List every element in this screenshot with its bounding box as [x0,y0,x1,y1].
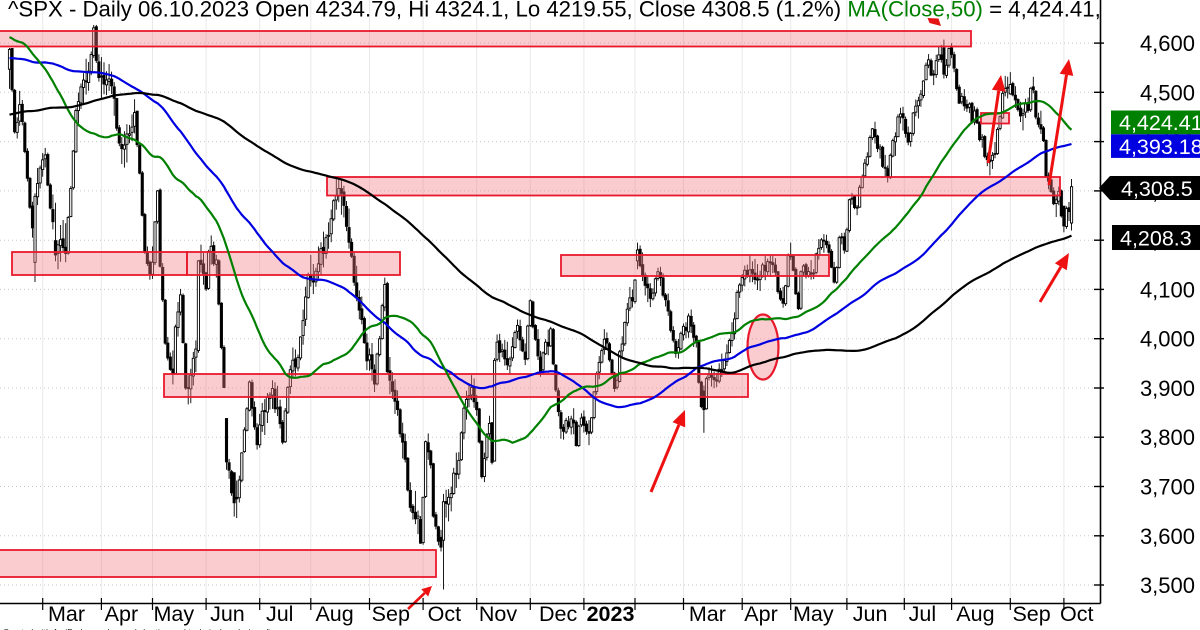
svg-text:Sep: Sep [372,602,410,626]
svg-text:4,600: 4,600 [1140,31,1195,56]
svg-text:May: May [153,602,194,626]
svg-text:4,000: 4,000 [1140,327,1195,352]
svg-text:Jun: Jun [853,602,888,626]
svg-text:May: May [793,602,834,626]
svg-text:Apr: Apr [105,602,138,626]
svg-text:Created with AmiBroker - advan: Created with AmiBroker - advanced charti… [3,627,292,630]
svg-text:Jul: Jul [266,602,293,626]
svg-text:3,800: 3,800 [1140,425,1195,450]
svg-text:^SPX - Daily 06.10.2023 Open 4: ^SPX - Daily 06.10.2023 Open 4234.79, Hi… [8,0,1101,22]
svg-text:4,393.18: 4,393.18 [1119,135,1200,159]
svg-text:Aug: Aug [956,602,994,626]
svg-text:4,308.5: 4,308.5 [1121,177,1193,201]
svg-text:4,100: 4,100 [1140,277,1195,302]
svg-text:Nov: Nov [479,602,517,626]
svg-text:Mar: Mar [689,602,726,626]
svg-text:Mar: Mar [48,602,85,626]
svg-text:4,424.41: 4,424.41 [1119,111,1200,135]
svg-text:3,900: 3,900 [1140,376,1195,401]
svg-text:Sep: Sep [1012,602,1050,626]
svg-text:Apr: Apr [744,602,777,626]
svg-text:2023: 2023 [587,602,635,626]
svg-text:3,500: 3,500 [1140,573,1195,598]
svg-text:4,208.3: 4,208.3 [1120,226,1192,250]
svg-text:4,500: 4,500 [1140,80,1195,105]
svg-text:Dec: Dec [539,602,577,626]
svg-text:Jun: Jun [210,602,245,626]
svg-text:Aug: Aug [315,602,353,626]
svg-text:Oct: Oct [428,602,461,626]
svg-text:Oct: Oct [1060,602,1093,626]
svg-text:3,600: 3,600 [1140,524,1195,549]
svg-text:3,700: 3,700 [1140,475,1195,500]
svg-text:Jul: Jul [909,602,936,626]
